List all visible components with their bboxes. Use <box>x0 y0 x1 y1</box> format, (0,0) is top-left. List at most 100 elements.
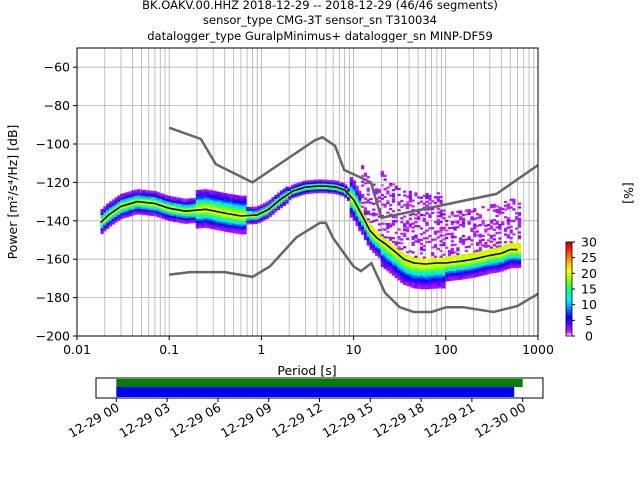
psd-cell <box>453 259 457 262</box>
psd-cell <box>425 279 429 282</box>
psd-cell <box>428 277 432 280</box>
psd-cell <box>369 220 373 224</box>
psd-cell <box>481 261 485 264</box>
title-line-1: BK.OAKV.00.HHZ 2018-12-29 -- 2018-12-29 … <box>142 0 498 12</box>
psd-cell <box>487 248 491 252</box>
psd-cell <box>517 254 522 257</box>
y-tick-label: −140 <box>36 213 70 228</box>
psd-cell <box>249 218 253 221</box>
psd-cell <box>237 216 242 219</box>
psd-cell <box>243 209 247 212</box>
psd-cell <box>321 183 326 186</box>
psd-cell <box>397 241 401 244</box>
psd-cell <box>226 216 230 219</box>
psd-cell <box>198 220 202 223</box>
psd-cell <box>100 226 104 229</box>
psd-cell <box>164 214 169 217</box>
psd-cell <box>117 203 121 206</box>
psd-cell <box>391 198 396 201</box>
psd-cell <box>492 251 496 254</box>
psd-cell <box>475 263 480 266</box>
psd-cell <box>470 262 474 265</box>
y-tick-label: −60 <box>44 60 70 75</box>
psd-cell <box>464 267 468 270</box>
psd-cell <box>487 258 491 261</box>
psd-cell <box>431 277 435 280</box>
psd-cell <box>305 191 309 195</box>
psd-cell <box>316 191 320 194</box>
psd-cell <box>495 264 499 267</box>
psd-cell <box>478 247 482 250</box>
psd-cell <box>352 201 356 204</box>
psd-cell <box>503 266 508 269</box>
psd-cell <box>268 209 272 212</box>
psd-cell <box>498 264 502 267</box>
psd-cell <box>235 216 239 219</box>
psd-cell <box>128 198 132 202</box>
psd-cell <box>459 258 463 261</box>
psd-cell <box>419 246 424 249</box>
psd-cell <box>243 201 247 204</box>
psd-cell <box>425 273 429 276</box>
psd-cell <box>431 252 435 255</box>
psd-cell <box>335 190 340 193</box>
psd-cell <box>192 213 197 216</box>
psd-cell <box>383 222 387 225</box>
psd-cell <box>215 212 219 215</box>
psd-cell <box>204 214 208 217</box>
psd-cell <box>187 204 191 207</box>
psd-cell <box>106 211 110 214</box>
psd-cell <box>492 259 496 262</box>
psd-cell <box>111 212 115 216</box>
psd-cell <box>369 213 373 216</box>
psd-cell <box>195 197 199 200</box>
psd-cell <box>389 250 393 253</box>
psd-cell <box>425 204 429 207</box>
timeline-tick-label: 12-29 00 <box>66 400 122 441</box>
psd-cell <box>282 203 286 207</box>
psd-cell <box>405 228 410 231</box>
psd-cell <box>391 246 396 249</box>
psd-cell <box>302 181 306 184</box>
psd-cell <box>422 269 426 273</box>
psd-cell <box>375 213 379 216</box>
psd-cell <box>481 273 485 276</box>
psd-cell <box>187 213 191 216</box>
psd-cell <box>391 192 396 196</box>
psd-cell <box>405 270 410 273</box>
psd-cell <box>408 269 412 272</box>
psd-cell <box>417 202 421 205</box>
psd-cell <box>481 234 485 238</box>
psd-cell <box>492 222 496 226</box>
psd-cell <box>419 260 424 263</box>
psd-cell <box>503 268 508 271</box>
psd-cell <box>209 190 213 193</box>
psd-cell <box>181 198 185 201</box>
psd-cell <box>475 270 480 273</box>
psd-cell <box>190 201 194 205</box>
psd-cell <box>122 200 127 203</box>
psd-cell <box>411 259 415 262</box>
psd-cell <box>425 281 429 284</box>
psd-cell <box>206 212 211 215</box>
psd-cell <box>450 226 454 229</box>
psd-cell <box>405 256 410 260</box>
psd-cell <box>260 206 264 209</box>
x-tick-label: 1 <box>257 342 265 357</box>
psd-cell <box>369 236 373 239</box>
psd-cell <box>414 255 418 258</box>
psd-cell <box>215 208 219 211</box>
psd-cell <box>131 198 135 201</box>
psd-cell <box>450 278 454 281</box>
psd-cell <box>487 260 491 263</box>
psd-cell <box>470 210 474 213</box>
psd-cell <box>181 219 185 222</box>
psd-cell <box>349 207 354 210</box>
psd-cell <box>394 266 398 269</box>
psd-cell <box>338 185 342 188</box>
psd-cell <box>226 228 230 231</box>
psd-cell <box>391 210 396 213</box>
x-tick-label: 100 <box>434 342 458 357</box>
psd-cell <box>487 271 491 275</box>
